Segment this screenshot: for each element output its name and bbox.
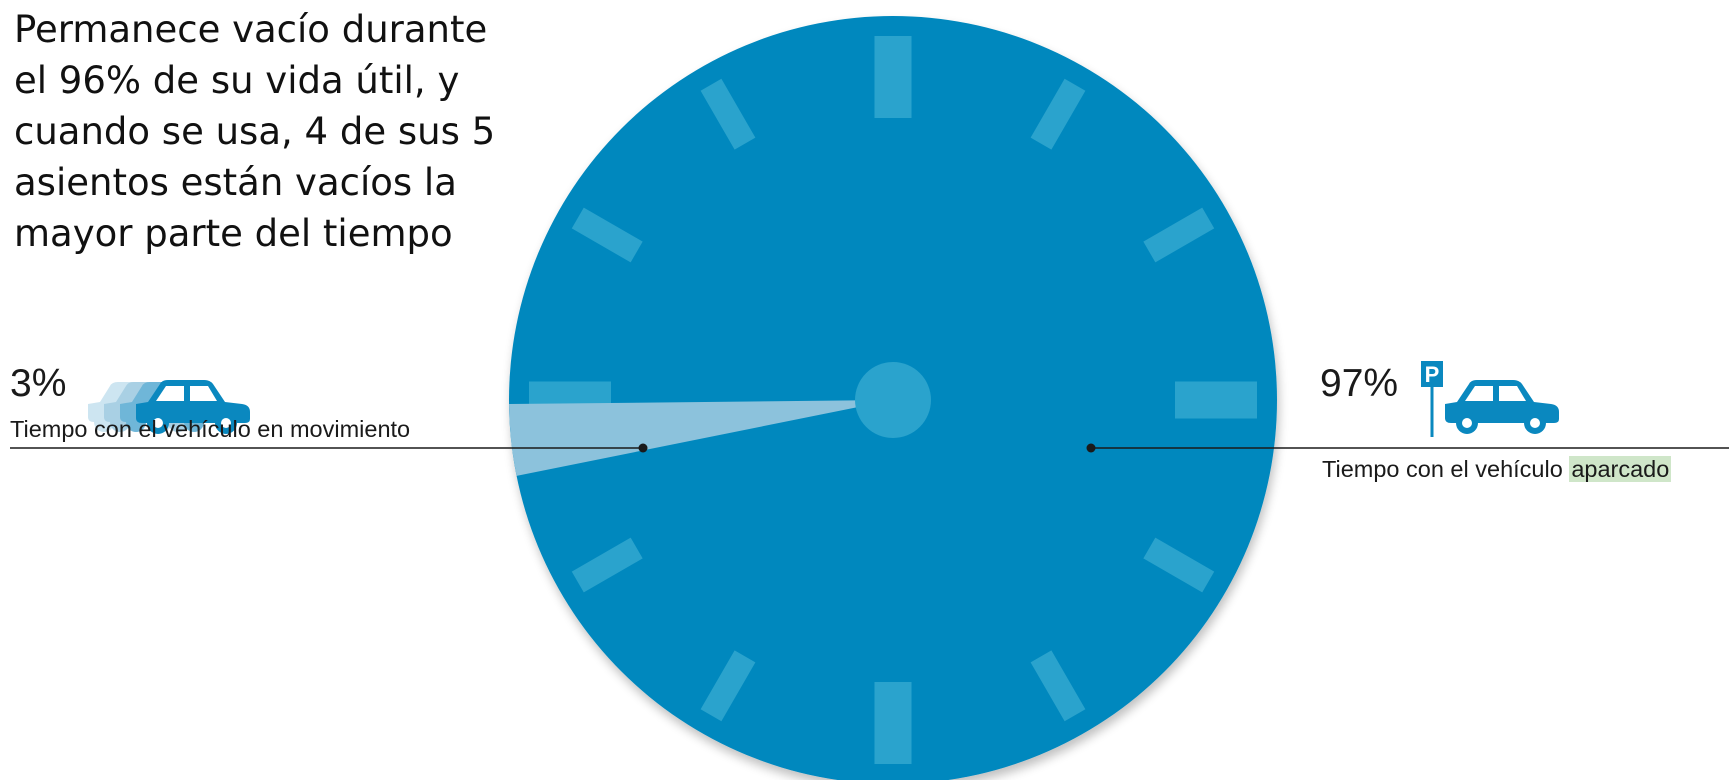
parked-caption: Tiempo con el vehículo aparcado [1322,456,1672,482]
parked-car-icon [1441,372,1591,441]
clock-tick [700,650,756,722]
parking-sign-icon: P [1420,360,1444,445]
headline-line: el 96% de su vida útil, y [14,59,460,102]
headline: Permanece vacío durante el 96% de su vid… [14,4,534,259]
clock-tick [571,537,643,593]
headline-line: asientos están vacíos la [14,161,457,204]
clock-tick [1030,78,1086,150]
parked-percent-label: 97% [1320,362,1399,405]
moving-caption: Tiempo con el vehículo en movimiento [10,416,411,442]
headline-line: cuando se usa, 4 de sus 5 [14,110,496,153]
moving-car-icon [80,372,255,441]
clock-tick [1175,381,1257,419]
headline-line: Permanece vacío durante [14,8,488,51]
parked-caption-text: Tiempo con el vehículo [1322,456,1570,482]
clock-tick [874,682,912,764]
clock-hub [855,362,931,438]
clock-tick [571,207,643,263]
parked-caption-highlight: aparcado [1569,456,1672,482]
clock-tick [874,36,912,118]
parking-sign-letter: P [1425,362,1440,387]
leader-dot-moving [638,443,648,453]
moving-percent-label: 3% [10,362,67,405]
leader-dot-parked [1086,443,1096,453]
pie-slice-moving [509,400,893,476]
clock-tick [1030,650,1086,722]
pie-slices [509,400,893,476]
clock-tick [1143,537,1215,593]
clock-ticks [529,36,1257,764]
headline-line: mayor parte del tiempo [14,212,453,255]
clock-tick [1143,207,1215,263]
clock-tick [700,78,756,150]
